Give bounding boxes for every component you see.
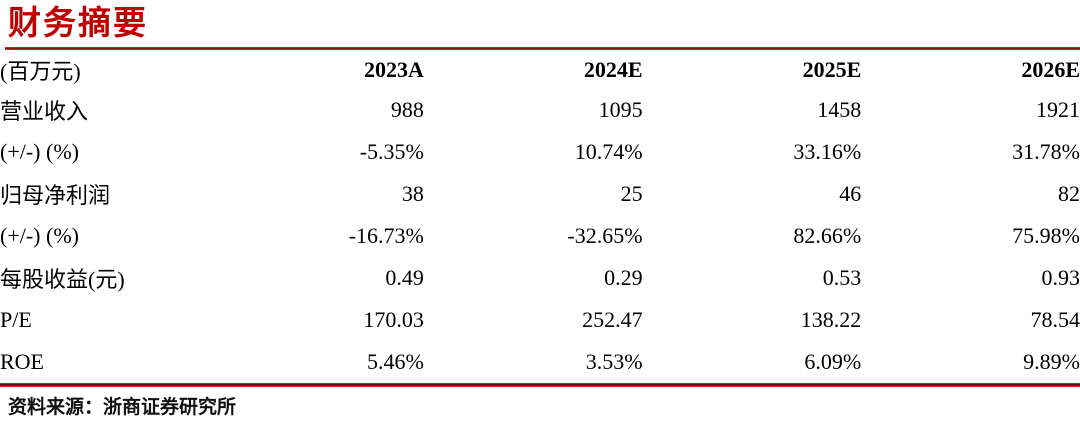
financial-summary-table: (百万元) 2023A 2024E 2025E 2026E 营业收入 988 1… xyxy=(0,51,1080,383)
table-cell: 9.89% xyxy=(1023,349,1080,374)
row-label: 归母净利润 xyxy=(0,183,111,208)
table-header-row: (百万元) 2023A 2024E 2025E 2026E xyxy=(0,51,1080,89)
table-cell: 46 xyxy=(839,181,862,206)
table-cell: 82.66% xyxy=(793,223,862,248)
table-cell: 38 xyxy=(401,181,424,206)
table-cell: 0.29 xyxy=(604,265,643,290)
header-year-2023a: 2023A xyxy=(363,57,424,82)
table-cell: 170.03 xyxy=(363,307,424,332)
header-year-2024e: 2024E xyxy=(583,57,643,82)
table-cell: -5.35% xyxy=(359,139,424,164)
table-row-roe: ROE 5.46% 3.53% 6.09% 9.89% xyxy=(0,341,1080,383)
row-label: 营业收入 xyxy=(0,99,89,124)
table-cell: 78.54 xyxy=(1030,307,1080,332)
table-cell: 31.78% xyxy=(1012,139,1080,164)
table-cell: 988 xyxy=(390,97,424,122)
row-label: P/E xyxy=(0,307,32,332)
table-row-pe: P/E 170.03 252.47 138.22 78.54 xyxy=(0,299,1080,341)
table-cell: 138.22 xyxy=(800,307,862,332)
header-year-2025e: 2025E xyxy=(802,57,862,82)
table-cell: -32.65% xyxy=(567,223,643,248)
table-cell: 6.09% xyxy=(804,349,862,374)
row-label: (+/-) (%) xyxy=(0,139,79,164)
page-title: 财务摘要 xyxy=(8,6,148,42)
table-cell: 0.53 xyxy=(822,265,862,290)
header-year-2026e: 2026E xyxy=(1021,57,1080,82)
table-cell: 3.53% xyxy=(585,349,643,374)
header-unit-label: (百万元) xyxy=(0,59,81,84)
table-cell: 252.47 xyxy=(582,307,643,332)
table-row-net-profit: 归母净利润 38 25 46 82 xyxy=(0,173,1080,215)
table-cell: 10.74% xyxy=(574,139,643,164)
table-cell: -16.73% xyxy=(348,223,424,248)
source-note: 资料来源：浙商证券研究所 xyxy=(8,397,237,418)
table-cell: 0.93 xyxy=(1041,265,1080,290)
table-cell: 25 xyxy=(620,181,643,206)
table-row-revenue: 营业收入 988 1095 1458 1921 xyxy=(0,89,1080,131)
table-cell: 0.49 xyxy=(385,265,424,290)
row-label: (+/-) (%) xyxy=(0,223,79,248)
table-cell: 5.46% xyxy=(367,349,424,374)
table-cell: 1458 xyxy=(817,97,862,122)
table-row-net-profit-growth: (+/-) (%) -16.73% -32.65% 82.66% 75.98% xyxy=(0,215,1080,257)
row-label: 每股收益(元) xyxy=(0,267,125,292)
table-row-revenue-growth: (+/-) (%) -5.35% 10.74% 33.16% 31.78% xyxy=(0,131,1080,173)
row-label: ROE xyxy=(0,349,44,374)
table-cell: 1921 xyxy=(1036,97,1080,122)
table-row-eps: 每股收益(元) 0.49 0.29 0.53 0.93 xyxy=(0,257,1080,299)
table-cell: 1095 xyxy=(598,97,643,122)
table-cell: 75.98% xyxy=(1012,223,1080,248)
table-cell: 82 xyxy=(1058,181,1080,206)
title-underline-rule xyxy=(5,47,1080,50)
table-bottom-rule xyxy=(0,383,1080,387)
table-cell: 33.16% xyxy=(793,139,862,164)
